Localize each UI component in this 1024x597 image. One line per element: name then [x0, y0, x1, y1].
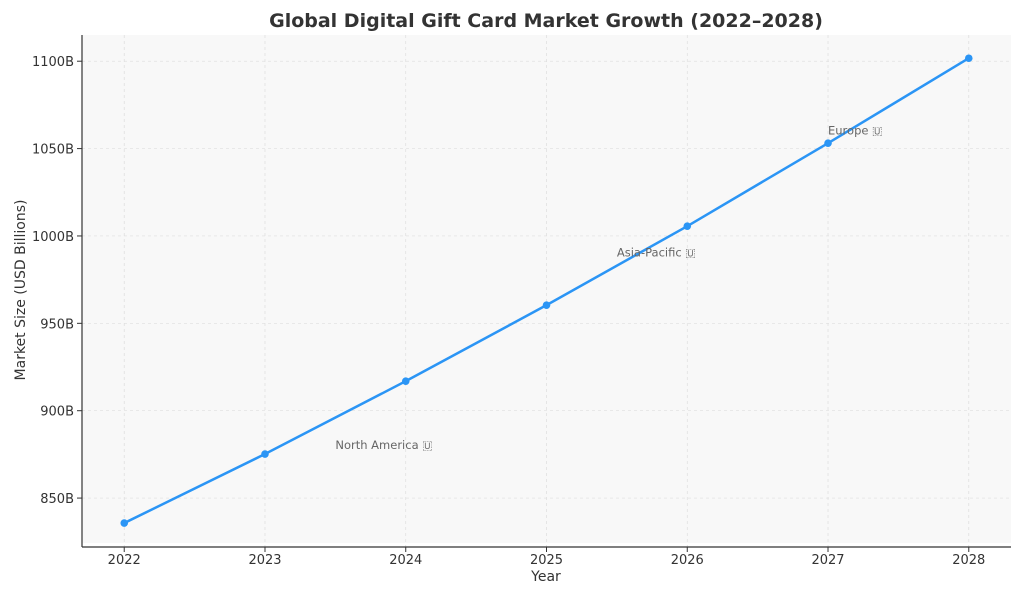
annotation-label: Europe 🇺 — [828, 123, 882, 137]
data-point — [120, 519, 129, 527]
x-tick-label: 2024 — [389, 553, 422, 568]
annotation-label: North America 🇺 — [335, 438, 432, 452]
y-tick-label: 1000B — [32, 230, 74, 245]
x-tick-label: 2023 — [248, 553, 281, 568]
data-point — [964, 54, 973, 63]
y-tick-label: 1100B — [32, 55, 74, 70]
x-tick-label: 2026 — [671, 553, 704, 568]
y-tick-label: 1050B — [32, 143, 74, 158]
x-tick-label: 2022 — [108, 553, 141, 568]
data-point — [683, 222, 692, 230]
y-axis-label: Market Size (USD Billions) — [13, 200, 29, 381]
y-tick-label: 850B — [40, 492, 74, 507]
data-point — [824, 139, 832, 147]
data-point — [542, 301, 551, 309]
y-tick-label: 950B — [40, 317, 74, 332]
data-point — [401, 377, 410, 385]
x-tick-label: 2027 — [811, 553, 844, 568]
annotation-label: Asia-Pacific 🇺 — [617, 246, 696, 260]
y-tick-label: 900B — [40, 405, 74, 420]
x-tick-label: 2025 — [530, 553, 563, 568]
x-axis-label: Year — [530, 569, 561, 585]
x-tick-label: 2028 — [952, 553, 985, 568]
chart-title: Global Digital Gift Card Market Growth (… — [269, 10, 823, 32]
data-point — [261, 450, 269, 458]
